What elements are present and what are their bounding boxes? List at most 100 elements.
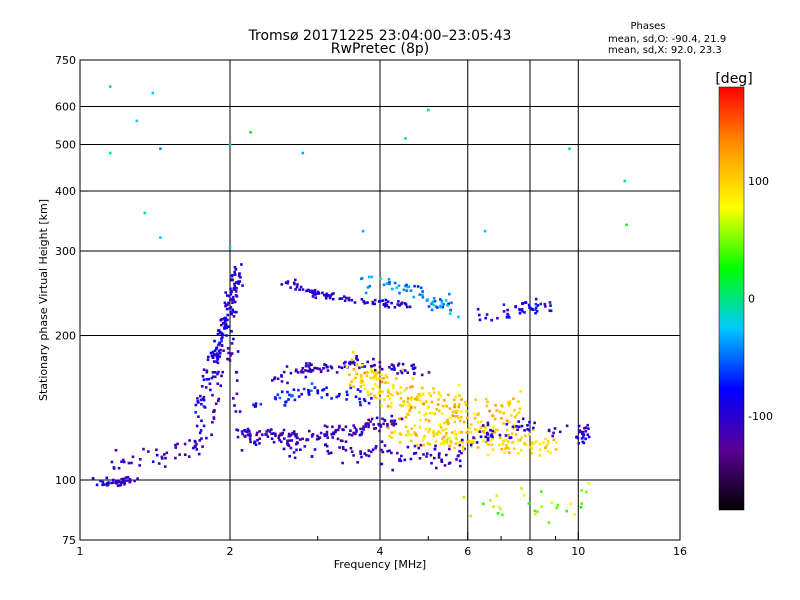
data-point xyxy=(552,431,555,435)
data-point xyxy=(330,397,333,400)
data-point xyxy=(338,297,341,300)
data-point xyxy=(353,426,357,429)
data-point xyxy=(372,357,375,361)
data-point xyxy=(399,386,402,389)
data-point xyxy=(476,428,479,432)
data-point xyxy=(223,322,227,325)
data-point xyxy=(220,318,223,321)
data-point xyxy=(355,355,358,358)
data-point xyxy=(466,416,469,420)
data-point xyxy=(323,434,327,438)
data-point xyxy=(329,451,333,455)
data-point xyxy=(380,462,384,466)
data-point xyxy=(386,300,390,303)
data-point xyxy=(280,380,284,383)
data-point xyxy=(342,362,346,365)
data-point xyxy=(280,283,284,286)
data-point xyxy=(349,447,353,450)
data-point xyxy=(313,386,317,389)
data-point xyxy=(369,368,373,371)
data-point xyxy=(294,435,297,438)
data-point xyxy=(423,413,426,417)
data-point xyxy=(507,433,511,437)
data-point xyxy=(353,301,357,304)
data-point xyxy=(324,443,328,446)
data-point xyxy=(487,453,490,457)
data-point xyxy=(228,246,232,249)
data-point xyxy=(361,364,364,367)
data-point xyxy=(271,379,274,382)
data-point xyxy=(214,402,218,405)
data-point xyxy=(237,282,240,285)
data-point xyxy=(373,394,376,398)
data-point xyxy=(452,398,456,402)
data-point xyxy=(424,412,428,415)
data-point xyxy=(406,412,409,416)
data-point xyxy=(223,317,226,320)
data-point xyxy=(439,305,442,309)
data-point xyxy=(352,431,355,435)
data-point xyxy=(307,289,311,292)
data-point xyxy=(379,277,382,280)
data-point xyxy=(381,450,385,454)
data-point xyxy=(456,441,460,445)
data-point xyxy=(362,425,365,428)
data-point xyxy=(210,376,214,380)
data-point xyxy=(484,435,488,439)
data-point xyxy=(491,448,495,451)
data-point xyxy=(366,360,369,364)
data-point xyxy=(183,453,187,456)
data-point xyxy=(293,398,297,402)
data-point xyxy=(502,422,505,425)
data-point xyxy=(453,429,457,433)
data-point xyxy=(270,437,274,441)
data-point xyxy=(486,400,489,404)
data-point xyxy=(410,396,413,399)
data-point xyxy=(354,432,357,436)
data-point xyxy=(377,371,380,374)
data-point xyxy=(216,353,220,356)
data-point xyxy=(200,437,203,440)
data-point xyxy=(101,483,104,487)
data-point xyxy=(445,432,448,435)
data-point xyxy=(230,352,233,355)
data-point xyxy=(386,422,389,426)
data-point xyxy=(502,310,506,313)
data-point xyxy=(457,384,461,387)
data-point xyxy=(99,479,102,483)
data-point xyxy=(497,505,501,508)
data-point xyxy=(498,433,502,437)
data-point xyxy=(404,425,408,429)
data-point xyxy=(306,369,310,373)
y-tick-label: 500 xyxy=(55,139,76,152)
data-point xyxy=(386,425,389,428)
colorbar-tick-label: 0 xyxy=(748,293,755,306)
data-point xyxy=(347,298,351,302)
data-point xyxy=(374,445,378,448)
data-point xyxy=(107,481,110,484)
data-point xyxy=(484,440,488,444)
data-point xyxy=(195,424,199,428)
x-axis-label: Frequency [MHz] xyxy=(334,558,426,571)
data-point xyxy=(223,319,227,323)
data-point xyxy=(362,398,366,401)
y-tick-label: 400 xyxy=(55,185,76,198)
data-point xyxy=(330,433,333,436)
data-point xyxy=(301,437,304,441)
data-point xyxy=(288,393,291,397)
data-point xyxy=(352,350,355,354)
data-point xyxy=(390,301,393,305)
data-point xyxy=(360,277,363,281)
data-point xyxy=(457,454,460,457)
data-point xyxy=(384,373,388,377)
data-point xyxy=(341,446,345,449)
data-point xyxy=(458,450,461,453)
data-point xyxy=(308,429,311,433)
data-point xyxy=(230,274,234,278)
data-point xyxy=(531,428,535,432)
data-point xyxy=(466,440,469,444)
data-point xyxy=(226,313,229,317)
data-point xyxy=(623,179,627,183)
data-point xyxy=(293,456,297,460)
data-point xyxy=(530,447,533,450)
